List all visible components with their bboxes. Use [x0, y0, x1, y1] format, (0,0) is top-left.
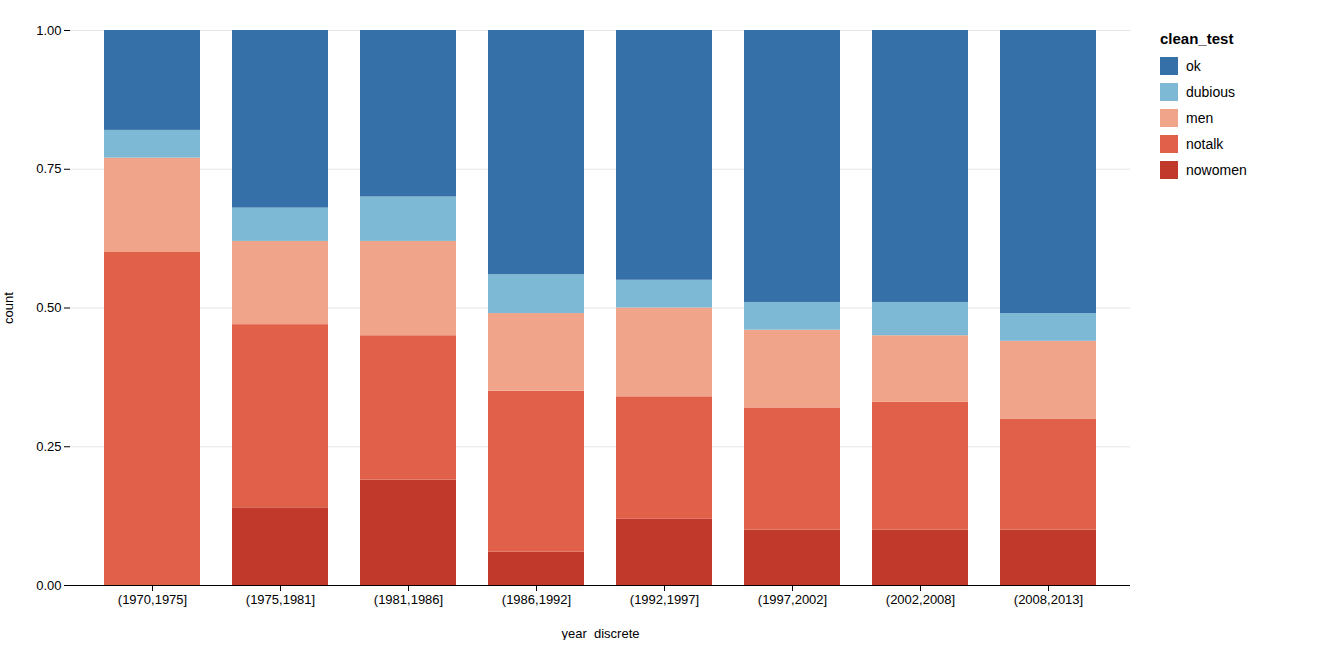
svg-text:(2002,2008]: (2002,2008] — [886, 592, 955, 607]
svg-text:(1986,1992]: (1986,1992] — [502, 592, 571, 607]
svg-text:count: count — [1, 292, 16, 324]
svg-text:1.00: 1.00 — [36, 23, 61, 38]
svg-text:(1992,1997]: (1992,1997] — [630, 592, 699, 607]
svg-text:(2008,2013]: (2008,2013] — [1014, 592, 1083, 607]
svg-text:0.50: 0.50 — [36, 300, 61, 315]
html-text:ok: ok — [1186, 58, 1201, 74]
svg-text:0.25: 0.25 — [36, 439, 61, 454]
svg-text:(1981,1986]: (1981,1986] — [374, 592, 443, 607]
html-text:nowomen: nowomen — [1186, 162, 1247, 178]
html-text:men: men — [1186, 110, 1214, 126]
html-text:dubious: dubious — [1186, 84, 1235, 100]
html-text:clean_test: clean_test — [1160, 30, 1234, 47]
html-text:notalk: notalk — [1186, 136, 1224, 152]
svg-text:0.75: 0.75 — [36, 161, 61, 176]
svg-text:0.00: 0.00 — [36, 578, 61, 593]
svg-text:(1975,1981]: (1975,1981] — [246, 592, 315, 607]
svg-text:(1997,2002]: (1997,2002] — [758, 592, 827, 607]
svg-text:year_discrete: year_discrete — [561, 626, 639, 641]
svg-text:(1970,1975]: (1970,1975] — [118, 592, 187, 607]
